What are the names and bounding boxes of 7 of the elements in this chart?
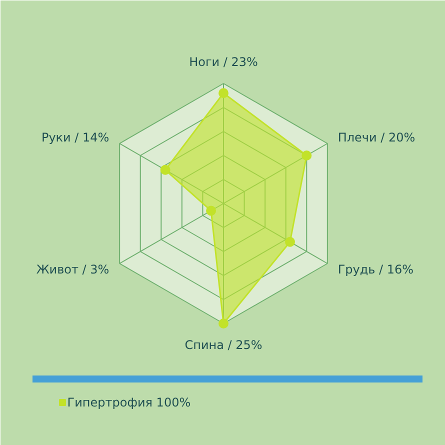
spoke-label: Грудь / 16% (338, 262, 414, 276)
spoke-label: Спина / 25% (184, 338, 262, 352)
legend-label: Гипертрофия 100% (67, 396, 191, 410)
spoke-label: Руки / 14% (41, 130, 110, 144)
spoke-label: Плечи / 20% (338, 130, 416, 144)
spoke-label: Ноги / 23% (189, 54, 258, 69)
spoke-label: Живот / 3% (36, 262, 110, 276)
